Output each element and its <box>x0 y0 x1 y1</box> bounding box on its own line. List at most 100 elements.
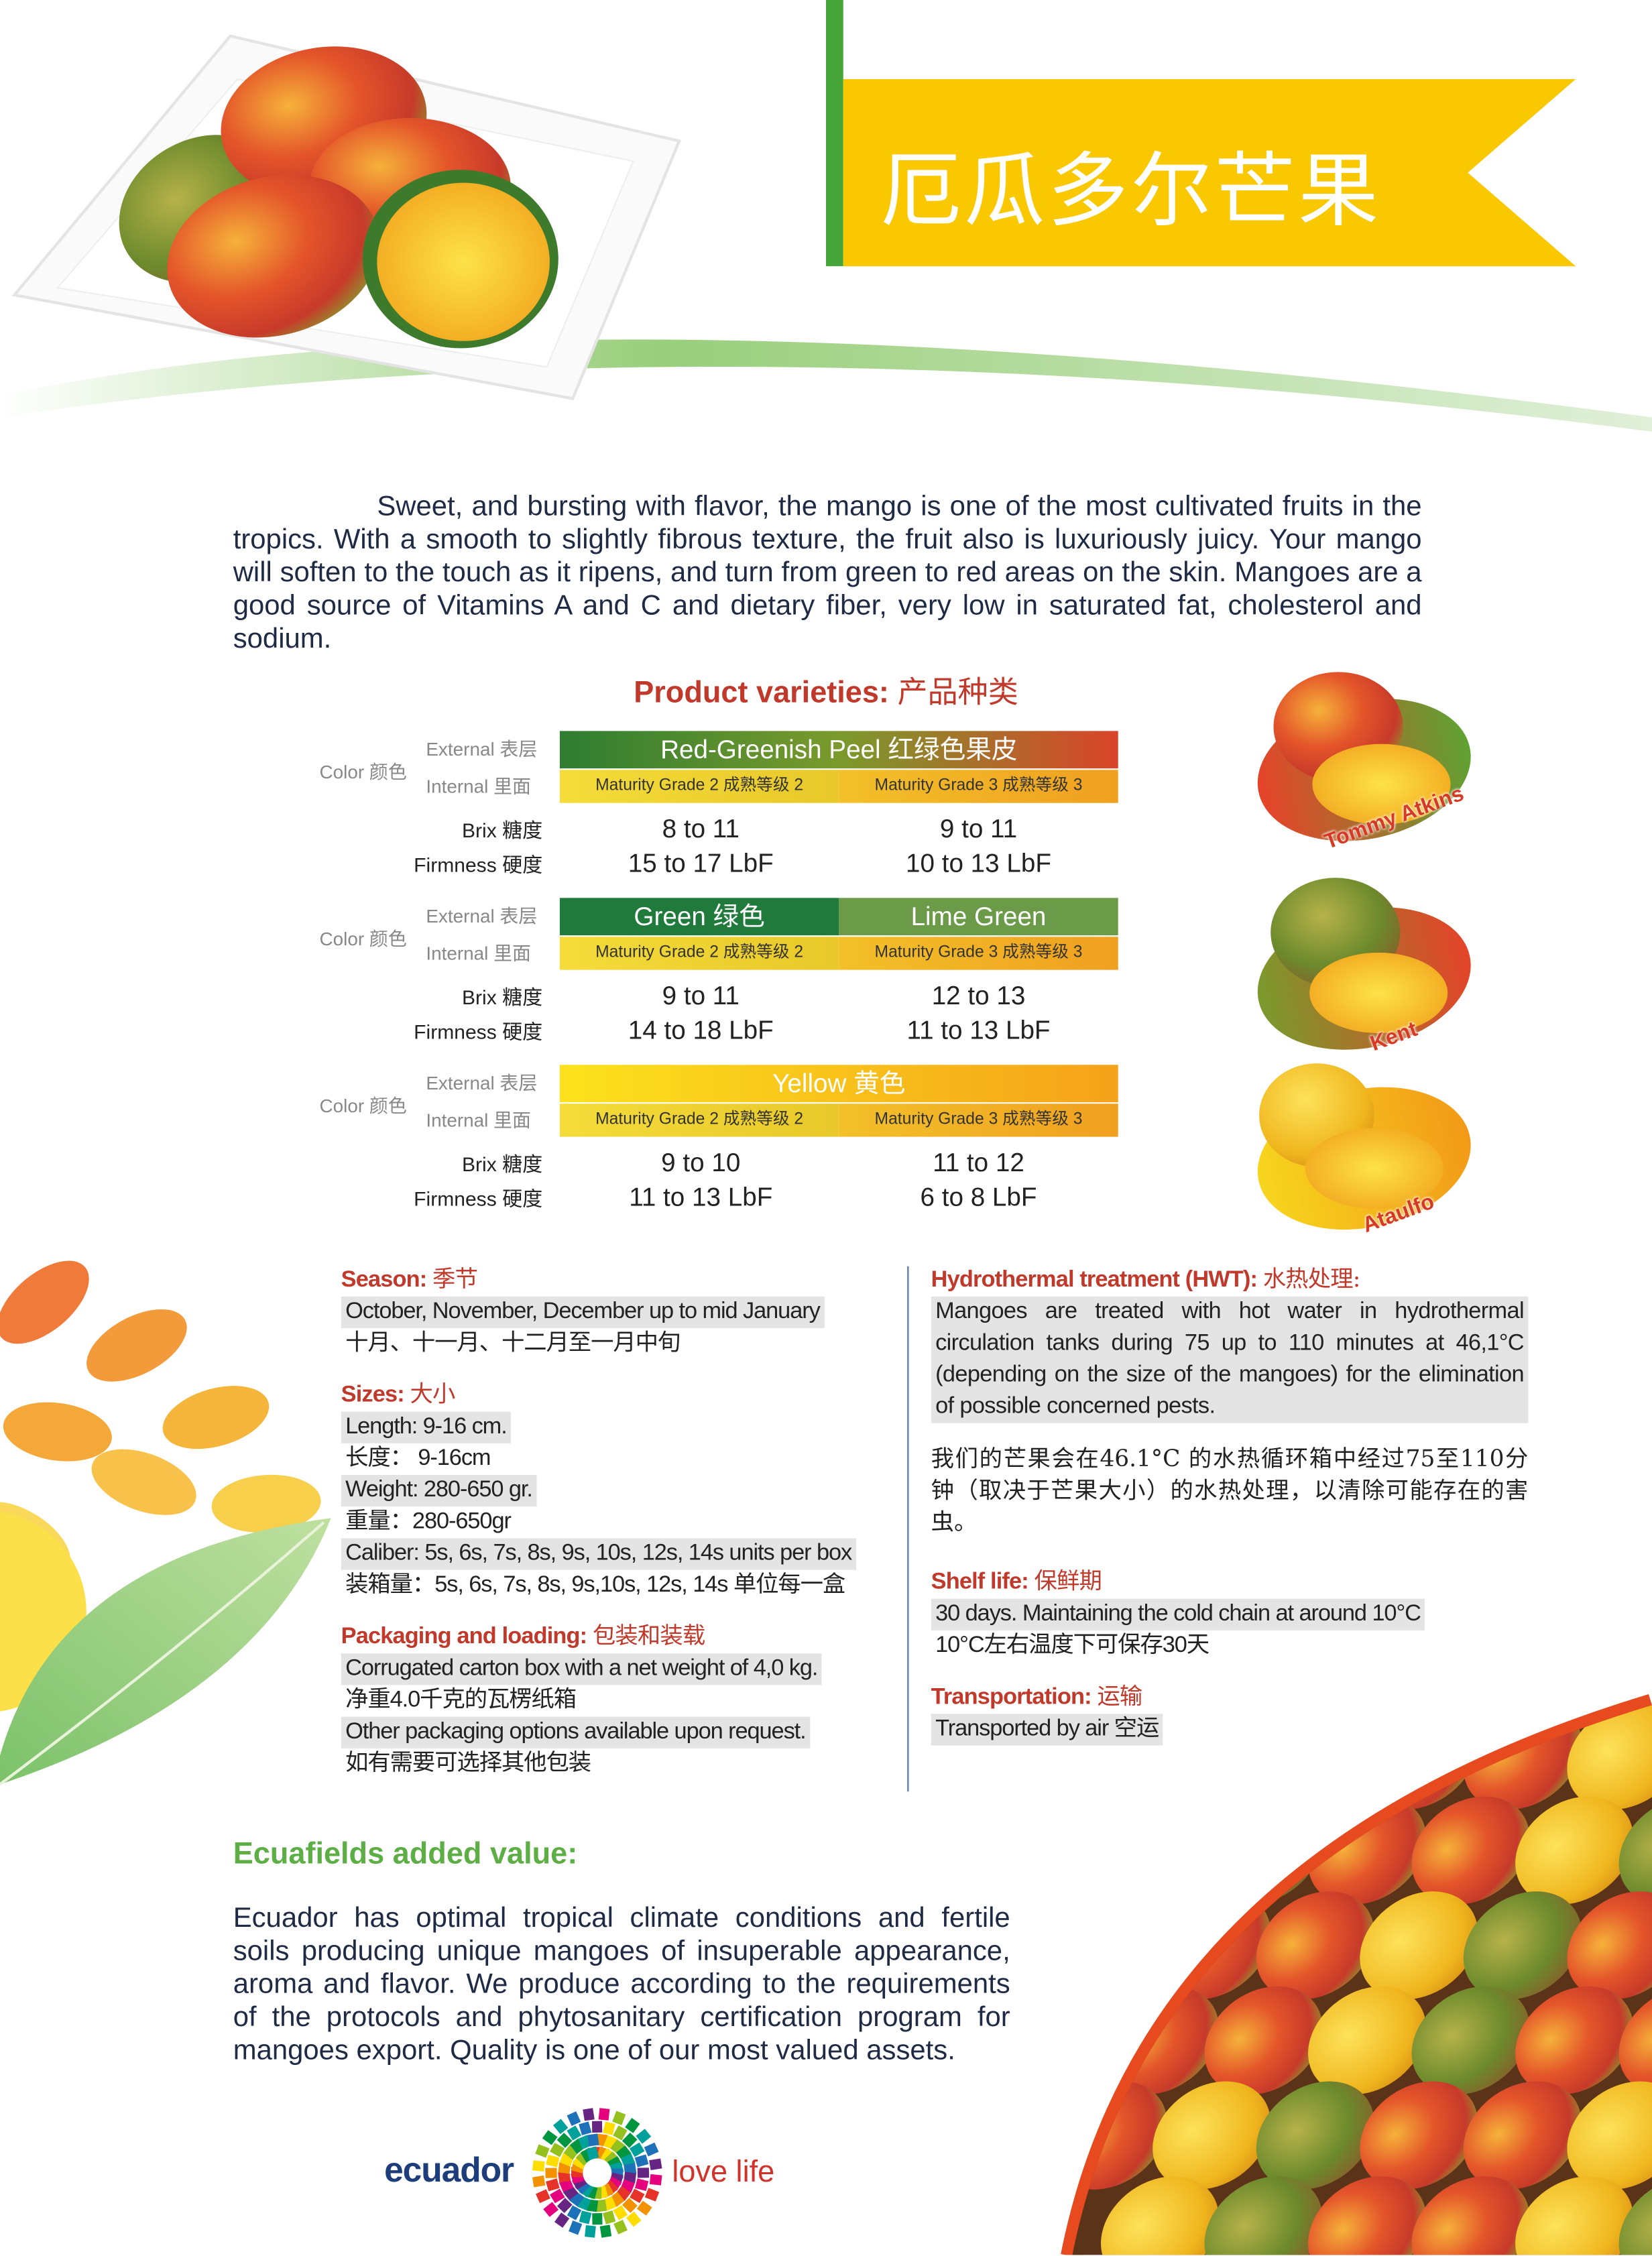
decoration <box>563 2145 579 2160</box>
decoration <box>569 2220 583 2235</box>
firmness-label: Firmness 硬度 <box>414 1187 543 1211</box>
decoration <box>591 2121 603 2133</box>
decoration <box>1618 1796 1652 1905</box>
decoration <box>1515 1796 1634 1905</box>
decoration <box>1256 1891 1374 2000</box>
decoration <box>563 2185 579 2200</box>
heading-en: Hydrothermal treatment (HWT): <box>931 1267 1258 1293</box>
brix-value: 8 to 11 <box>662 814 740 843</box>
brix-value: 9 to 10 <box>661 1148 741 1177</box>
decoration <box>613 2125 628 2141</box>
decoration <box>546 2154 560 2168</box>
decoration <box>1204 2176 1323 2255</box>
decoration <box>552 2119 569 2135</box>
decoration <box>1308 2176 1426 2255</box>
section-heading: Shelf life: 保鲜期 <box>931 1565 1529 1598</box>
varieties-title: Product varieties: 产品种类 <box>0 669 1652 712</box>
decoration <box>532 2175 546 2188</box>
external-color: Red-Greenish Peel 红绿色果皮 <box>559 731 1118 769</box>
decoration <box>585 2225 596 2238</box>
decoration <box>637 2168 650 2178</box>
decoration <box>613 2219 628 2235</box>
internal-grade: Maturity Grade 3 成熟等级 3 <box>839 937 1118 970</box>
brix-value: 12 to 13 <box>931 981 1026 1010</box>
detail-line: 30 days. Maintaining the cold chain at a… <box>931 1598 1425 1630</box>
spacer <box>931 1538 1529 1547</box>
decoration <box>613 2205 628 2220</box>
decoration <box>603 2210 616 2224</box>
decoration <box>1618 1986 1652 2095</box>
external-label: External 表层 <box>426 905 538 927</box>
decoration <box>644 2142 659 2157</box>
internal-label: Internal 里面 <box>426 775 531 798</box>
detail-line: 装箱量：5s, 6s, 7s, 8s, 9s,10s, 12s, 14s 单位每… <box>345 1572 845 1598</box>
decoration <box>644 2188 660 2202</box>
firmness-value: 14 to 18 LbF <box>628 1016 774 1045</box>
page-title: 厄瓜多尔芒果 <box>880 145 1382 239</box>
decoration <box>1072 1891 1167 2000</box>
firmness-value: 10 to 13 LbF <box>906 849 1051 878</box>
heading-en: Packaging and loading: <box>341 1624 587 1649</box>
decoration <box>649 2174 662 2186</box>
logo-text: ecuador <box>384 2151 514 2190</box>
decoration <box>1411 2176 1530 2255</box>
heading-zh: 大小 <box>410 1380 455 1408</box>
decoration <box>543 2202 559 2217</box>
decoration <box>592 2212 603 2225</box>
external-color: Lime Green <box>839 898 1118 936</box>
detail-line: Length: 9-16 cm. <box>341 1411 512 1443</box>
brix-label: Brix 糖度 <box>461 819 543 842</box>
decoration <box>1360 2081 1478 2190</box>
internal-grade: Maturity Grade 2 成熟等级 2 <box>559 770 839 803</box>
decoration <box>1153 2081 1271 2190</box>
decoration <box>1515 1986 1634 2095</box>
hwt-text: Mangoes are treated with hot water in hy… <box>931 1296 1529 1423</box>
external-label: External 表层 <box>426 1072 538 1094</box>
heading-zh: 保鲜期 <box>1034 1567 1102 1595</box>
decoration <box>1411 1986 1530 2095</box>
logo-slogan: love life <box>672 2155 775 2189</box>
heading-en: Transportation: <box>931 1685 1092 1710</box>
decoration <box>615 2145 632 2161</box>
firmness-label: Firmness 硬度 <box>414 853 543 877</box>
decoration <box>634 2178 649 2191</box>
heading-en: Shelf life: <box>931 1569 1029 1595</box>
decoration <box>567 2125 582 2141</box>
decoration <box>1618 2176 1652 2255</box>
decoration <box>612 2111 626 2125</box>
decoration <box>622 2132 638 2148</box>
decoration <box>595 2199 607 2212</box>
decoration <box>626 2211 642 2227</box>
decoration <box>535 2144 550 2158</box>
decoration <box>1256 2081 1374 2190</box>
section-heading: Hydrothermal treatment (HWT): 水热处理: <box>931 1263 1529 1296</box>
decoration <box>634 2154 649 2168</box>
details-left: Season: 季节 October, November, December up… <box>341 1263 902 1780</box>
detail-line: 10°C左右温度下可保存30天 <box>935 1633 1210 1658</box>
detail-line: Transported by air 空运 <box>931 1714 1163 1746</box>
decoration <box>162 1386 270 1449</box>
decoration <box>598 2108 610 2121</box>
decoration <box>554 2212 570 2228</box>
decoration <box>91 1449 196 1515</box>
brix-value: 9 to 11 <box>662 981 740 1010</box>
internal-label: Internal 里面 <box>426 942 531 965</box>
details-right: Hydrothermal treatment (HWT): 水热处理: Mango… <box>931 1263 1529 1746</box>
heading-en: Sizes: <box>341 1382 405 1408</box>
firmness-value: 11 to 13 LbF <box>629 1183 773 1212</box>
decoration <box>1567 1705 1652 1810</box>
heading-en: Season: <box>341 1267 427 1293</box>
decoration <box>86 1309 187 1382</box>
intro-text: Sweet, and bursting with flavor, the man… <box>233 490 1422 655</box>
detail-line: 长度： 9-16cm <box>345 1446 491 1471</box>
decoration <box>579 2210 592 2224</box>
hwt-text-zh: 我们的芒果会在46.1°C 的水热循环箱中经过75至110分钟（取决于芒果大小）… <box>931 1444 1529 1536</box>
brix-value: 11 to 12 <box>933 1148 1024 1177</box>
detail-line: Corrugated carton box with a net weight … <box>341 1653 822 1685</box>
external-color: Green 绿色 <box>559 898 839 936</box>
color-label: Color 颜色 <box>319 928 407 950</box>
internal-label: Internal 里面 <box>426 1109 531 1132</box>
value-text: Ecuador has optimal tropical climate con… <box>233 1902 1010 2067</box>
